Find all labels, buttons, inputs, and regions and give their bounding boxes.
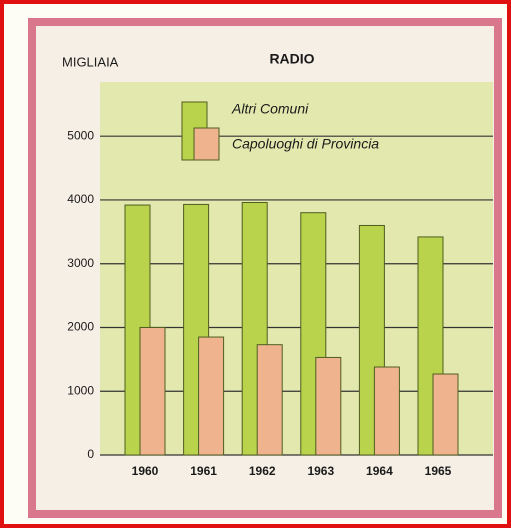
y-tick-label: 2000: [67, 320, 94, 334]
legend-label: Capoluoghi di Provincia: [232, 136, 379, 152]
y-tick-label: 5000: [67, 128, 94, 142]
y-axis-label: MIGLIAIA: [62, 54, 119, 69]
bar: [139, 326, 166, 456]
legend-swatch: [193, 127, 220, 161]
bar: [373, 366, 400, 456]
bar: [432, 373, 459, 456]
x-tick-label: 1961: [190, 464, 217, 478]
legend-label: Altri Comuni: [231, 101, 309, 117]
y-tick-label: 1000: [67, 383, 94, 397]
x-tick-label: 1964: [366, 464, 393, 478]
x-tick-label: 1963: [307, 464, 334, 478]
x-tick-label: 1965: [425, 464, 452, 478]
y-tick-label: 0: [87, 447, 94, 461]
y-tick-label: 3000: [67, 256, 94, 270]
bar: [315, 356, 342, 456]
x-tick-label: 1962: [249, 464, 276, 478]
chart-title: RADIO: [269, 51, 314, 67]
bar: [198, 336, 225, 456]
x-tick-label: 1960: [132, 464, 159, 478]
y-tick-label: 4000: [67, 192, 94, 206]
bar: [256, 344, 283, 456]
bar: [241, 202, 268, 456]
